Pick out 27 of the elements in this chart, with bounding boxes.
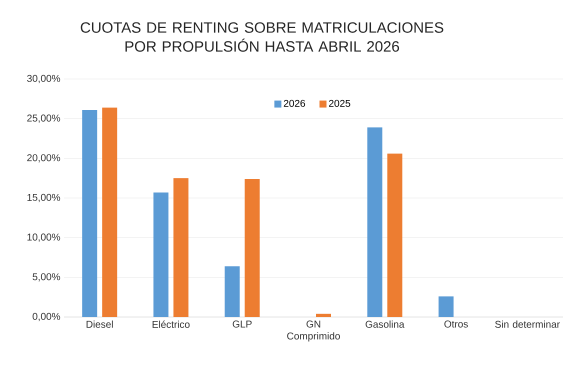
bar xyxy=(367,127,382,317)
bar xyxy=(316,314,332,317)
y-tick-label: 25,00% xyxy=(27,114,60,123)
bar xyxy=(387,154,402,317)
x-tick-label: GLP xyxy=(232,320,252,328)
bar xyxy=(102,108,118,317)
y-tick-label: 20,00% xyxy=(27,154,60,162)
legend-label: 2026 xyxy=(284,100,306,107)
bar xyxy=(224,266,240,317)
bar xyxy=(173,178,188,317)
x-tick-label: Diesel xyxy=(86,320,113,328)
legend-label: 2025 xyxy=(329,100,350,107)
y-tick-label: 0,00% xyxy=(32,312,60,322)
x-tick-label: Otros xyxy=(444,320,468,328)
x-tick-label: Gasolina xyxy=(366,320,404,328)
bar xyxy=(153,192,168,317)
bar xyxy=(82,110,98,317)
y-tick-label: 5,00% xyxy=(32,273,60,282)
chart-title: CUOTAS DE RENTING SOBRE MATRICULACIONES POR PROPULSIÓN HASTA ABRIL 2026 xyxy=(80,22,444,52)
y-tick-label: 15,00% xyxy=(27,194,60,202)
x-tick-label: GN Comprimido xyxy=(287,320,340,342)
y-tick-label: 30,00% xyxy=(27,74,60,84)
bar xyxy=(438,296,454,317)
x-tick-label: Eléctrico xyxy=(152,320,190,328)
x-tick-label: Sin determinar xyxy=(495,320,560,328)
y-tick-label: 10,00% xyxy=(27,234,60,242)
bar xyxy=(244,178,260,317)
